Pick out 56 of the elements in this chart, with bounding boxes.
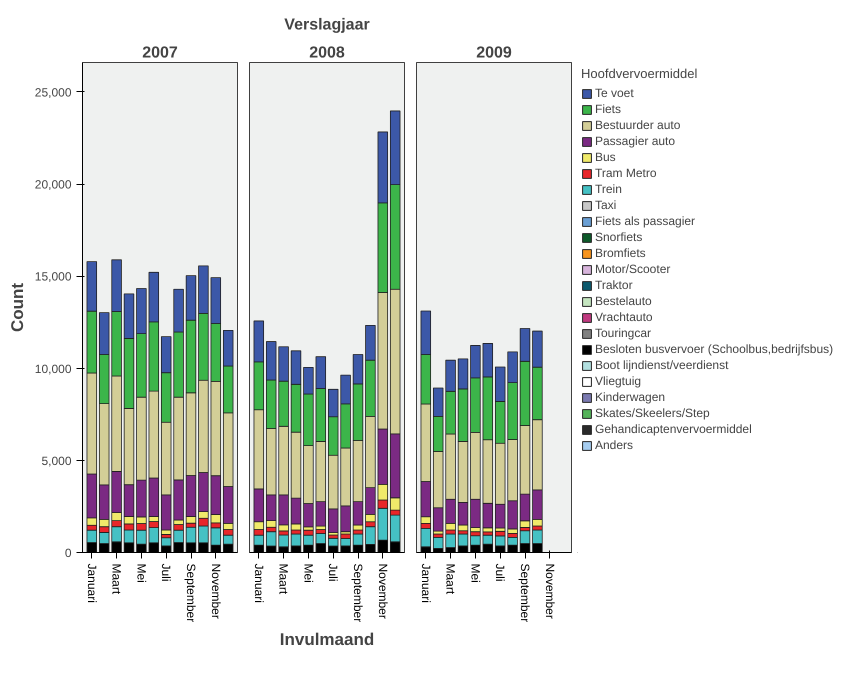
x-tick-label: November: [542, 564, 557, 619]
legend-label: Snorfiets: [595, 230, 642, 244]
x-tick-label: September: [351, 564, 365, 622]
x-tick-label: Januari: [84, 564, 99, 603]
legend-label: Bestelauto: [595, 294, 652, 308]
chart-title: 2007: [142, 44, 178, 62]
legend-label: Bromfiets: [595, 246, 646, 260]
legend-label: Bestuurder auto: [595, 118, 680, 132]
y-tick-label: 15,000: [34, 270, 72, 284]
x-axis-title: Invulmaand: [280, 630, 374, 650]
y-tick-label: 25,000: [34, 85, 72, 100]
x-tick-label: Juli: [493, 564, 508, 582]
y-axis-title: Count: [8, 282, 27, 332]
chart-title: 2008: [309, 44, 345, 62]
y-tick-label: 10,000: [34, 362, 72, 376]
x-tick-label: Januari: [418, 564, 433, 603]
x-tick-label: Maart: [276, 564, 291, 595]
legend-label: Taxi: [595, 198, 616, 212]
x-tick-label: Mei: [301, 564, 316, 583]
x-tick-label: Januari: [252, 564, 266, 603]
bar: [432, 536, 444, 549]
x-tick-label: Juli: [159, 564, 174, 582]
legend-label: Touringcar: [595, 326, 652, 340]
x-tick-label: November: [208, 564, 223, 619]
legend-label: Gehandicaptenvervoermiddel: [595, 422, 752, 436]
y-tick-label: 20,000: [34, 178, 72, 192]
x-tick-label: September: [518, 564, 532, 622]
legend-label: Trein: [595, 182, 622, 196]
legend-label: Traktor: [595, 278, 633, 292]
legend-label: Vrachtauto: [595, 310, 653, 324]
y-tick-label: 5,000: [41, 454, 72, 468]
x-tick-label: Juli: [326, 564, 340, 582]
x-tick-label: Maart: [444, 564, 458, 595]
legend-label: Vliegtuig: [595, 374, 642, 388]
legend-label: Passagier auto: [595, 134, 676, 148]
legend-label: Besloten busvervoer (Schoolbus,bedrijfsbus): [595, 342, 834, 356]
x-tick-label: Mei: [468, 564, 482, 583]
legend-label: Boot lijndienst/veerdienst: [595, 358, 728, 372]
legend-label: Tram Metro: [595, 166, 657, 180]
text: Verslagjaar: [284, 16, 370, 34]
legend-label: Fiets als passagier: [595, 214, 696, 228]
legend-label: Motor/Scooter: [595, 262, 670, 276]
legend-label: Te voet: [595, 86, 634, 100]
x-tick-label: November: [376, 564, 390, 619]
legend-label: Fiets: [595, 102, 622, 116]
legend-label: Bus: [595, 150, 616, 164]
x-tick-label: Maart: [110, 564, 124, 595]
x-tick-label: September: [184, 564, 198, 622]
legend-label: Anders: [595, 438, 634, 452]
legend-label: Skates/Skeelers/Step: [595, 406, 710, 420]
chart-title: 2009: [476, 44, 512, 62]
y-tick-label: 0: [64, 546, 72, 560]
bar: [445, 534, 456, 548]
legend-label: Kinderwagen: [595, 390, 666, 404]
x-tick-label: Mei: [134, 564, 148, 583]
legend-title: Hoofdvervoermiddel: [581, 66, 698, 81]
